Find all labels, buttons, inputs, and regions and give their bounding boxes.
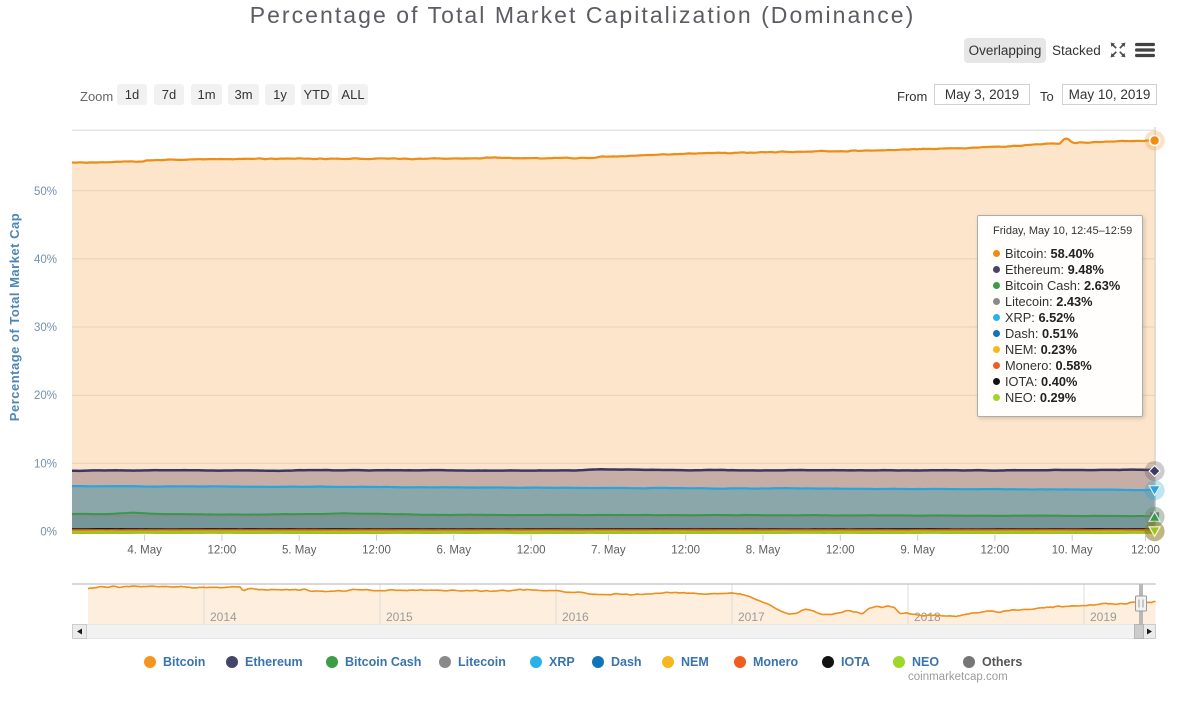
svg-text:12:00: 12:00 [517, 545, 546, 557]
svg-text:12:00: 12:00 [362, 545, 391, 557]
svg-text:0%: 0% [40, 526, 57, 538]
svg-text:40%: 40% [34, 254, 57, 266]
svg-text:12:00: 12:00 [826, 545, 855, 557]
svg-text:2018: 2018 [914, 610, 941, 624]
svg-text:12:00: 12:00 [1131, 545, 1160, 557]
svg-text:8. May: 8. May [746, 545, 781, 557]
svg-text:2015: 2015 [386, 610, 413, 624]
svg-text:12:00: 12:00 [671, 545, 700, 557]
svg-text:4. May: 4. May [127, 545, 162, 557]
svg-text:50%: 50% [34, 186, 57, 198]
svg-text:6. May: 6. May [437, 545, 472, 557]
svg-text:7. May: 7. May [591, 545, 626, 557]
svg-text:2016: 2016 [562, 610, 589, 624]
svg-text:2019: 2019 [1090, 610, 1117, 624]
svg-text:2014: 2014 [210, 610, 237, 624]
svg-text:12:00: 12:00 [208, 545, 237, 557]
svg-text:12:00: 12:00 [981, 545, 1010, 557]
svg-text:Percentage of Total Market Cap: Percentage of Total Market Cap [7, 213, 22, 421]
svg-text:20%: 20% [34, 390, 57, 402]
svg-text:10%: 10% [34, 458, 57, 470]
svg-text:2017: 2017 [738, 610, 765, 624]
svg-text:30%: 30% [34, 322, 57, 334]
svg-text:9. May: 9. May [900, 545, 935, 557]
svg-text:5. May: 5. May [282, 545, 317, 557]
svg-text:10. May: 10. May [1052, 545, 1093, 557]
